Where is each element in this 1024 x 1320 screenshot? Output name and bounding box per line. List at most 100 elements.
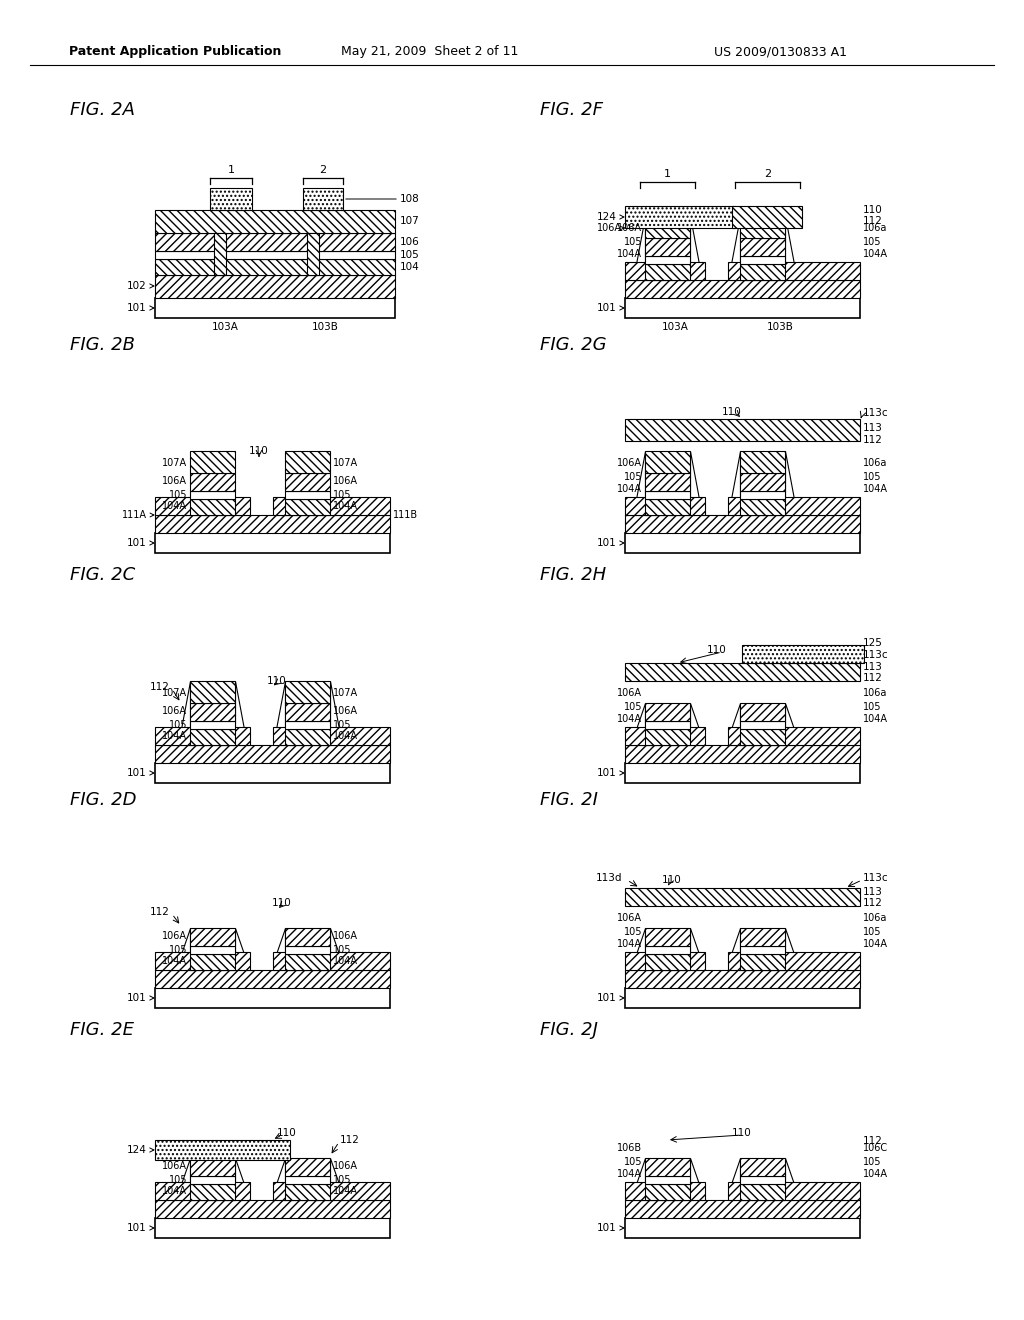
- Text: 106A: 106A: [617, 223, 642, 234]
- Polygon shape: [234, 681, 244, 729]
- Text: 105: 105: [624, 1158, 642, 1167]
- Text: 103B: 103B: [311, 322, 339, 333]
- Bar: [625, 418, 860, 441]
- Text: 106A: 106A: [597, 223, 625, 234]
- Bar: [625, 261, 705, 280]
- Text: 1: 1: [227, 165, 234, 176]
- Text: 104A: 104A: [162, 1185, 187, 1196]
- Text: 113: 113: [863, 663, 883, 672]
- Bar: [273, 952, 390, 970]
- Text: 105: 105: [169, 719, 187, 730]
- Polygon shape: [785, 451, 794, 499]
- Bar: [285, 491, 330, 499]
- Text: 113c: 113c: [863, 649, 889, 660]
- Polygon shape: [636, 928, 645, 954]
- Bar: [625, 987, 860, 1008]
- Bar: [190, 946, 234, 954]
- Bar: [625, 298, 860, 318]
- Text: 104A: 104A: [617, 1170, 642, 1179]
- Text: 112: 112: [863, 673, 883, 682]
- Text: 106A: 106A: [162, 931, 187, 941]
- Bar: [645, 729, 690, 744]
- Bar: [285, 1158, 330, 1176]
- Bar: [155, 952, 250, 970]
- Text: 105: 105: [333, 1175, 351, 1185]
- Text: 110: 110: [732, 1129, 752, 1138]
- Polygon shape: [785, 928, 794, 954]
- Bar: [155, 744, 390, 763]
- Bar: [625, 1200, 860, 1218]
- Bar: [645, 473, 690, 491]
- Bar: [625, 533, 860, 553]
- Polygon shape: [690, 216, 699, 264]
- Bar: [190, 928, 234, 946]
- Text: 107A: 107A: [162, 688, 187, 698]
- Text: 105: 105: [863, 238, 882, 247]
- Polygon shape: [731, 216, 740, 264]
- Text: 110: 110: [249, 446, 269, 455]
- Bar: [740, 491, 785, 499]
- Text: FIG. 2C: FIG. 2C: [70, 566, 135, 583]
- Text: 104A: 104A: [617, 714, 642, 723]
- Bar: [190, 729, 234, 744]
- Text: 105: 105: [863, 473, 882, 482]
- Bar: [728, 1181, 860, 1200]
- Bar: [155, 515, 390, 533]
- Text: 104A: 104A: [863, 939, 888, 949]
- Text: 110: 110: [267, 676, 287, 686]
- Text: 111A: 111A: [122, 510, 154, 520]
- Text: 112: 112: [863, 216, 883, 226]
- Bar: [155, 234, 395, 251]
- Text: 113d: 113d: [596, 873, 622, 883]
- Bar: [307, 234, 319, 275]
- Text: 113: 113: [863, 887, 883, 898]
- Text: 105: 105: [624, 702, 642, 711]
- Text: 106B: 106B: [616, 1143, 642, 1152]
- Text: 104A: 104A: [162, 731, 187, 741]
- Text: 105: 105: [333, 719, 351, 730]
- Text: 107A: 107A: [162, 458, 187, 469]
- Polygon shape: [636, 1158, 645, 1184]
- Text: 104A: 104A: [333, 731, 358, 741]
- Text: 125: 125: [863, 638, 883, 648]
- Bar: [155, 1181, 250, 1200]
- Bar: [190, 451, 234, 473]
- Bar: [285, 681, 330, 704]
- Bar: [190, 1184, 234, 1200]
- Text: FIG. 2G: FIG. 2G: [540, 337, 606, 354]
- Bar: [732, 206, 802, 228]
- Bar: [645, 451, 690, 473]
- Bar: [155, 533, 390, 553]
- Bar: [190, 1176, 234, 1184]
- Bar: [742, 645, 864, 663]
- Bar: [190, 721, 234, 729]
- Text: 106A: 106A: [333, 931, 358, 941]
- Text: 2: 2: [319, 165, 327, 176]
- Text: 105: 105: [169, 945, 187, 954]
- Polygon shape: [785, 704, 794, 729]
- Polygon shape: [330, 681, 339, 729]
- Bar: [190, 473, 234, 491]
- Text: 105: 105: [169, 1175, 187, 1185]
- Polygon shape: [330, 928, 339, 954]
- Polygon shape: [181, 681, 190, 729]
- Text: 101: 101: [127, 539, 154, 548]
- Text: 104A: 104A: [333, 956, 358, 966]
- Polygon shape: [636, 451, 645, 499]
- Bar: [645, 216, 690, 238]
- Text: 101: 101: [127, 1224, 154, 1233]
- Text: 106C: 106C: [863, 1143, 888, 1152]
- Bar: [740, 473, 785, 491]
- Text: 106A: 106A: [333, 706, 358, 715]
- Bar: [645, 928, 690, 946]
- Text: 104A: 104A: [617, 939, 642, 949]
- Text: 104A: 104A: [617, 249, 642, 259]
- Text: 112: 112: [151, 682, 170, 692]
- Text: 113c: 113c: [863, 873, 889, 883]
- Bar: [645, 954, 690, 970]
- Bar: [740, 264, 785, 280]
- Text: 112: 112: [863, 436, 883, 445]
- Polygon shape: [636, 216, 645, 264]
- Bar: [740, 1176, 785, 1184]
- Text: 104A: 104A: [333, 1185, 358, 1196]
